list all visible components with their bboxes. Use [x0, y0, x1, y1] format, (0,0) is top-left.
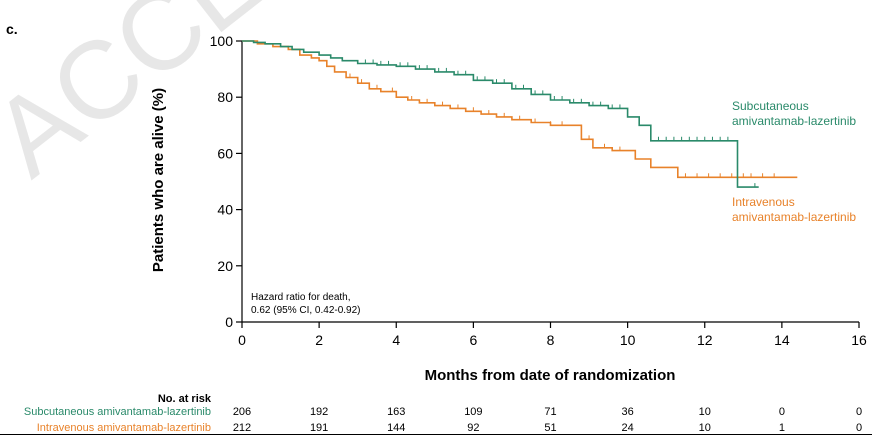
risk-value: 92 [467, 422, 479, 434]
risk-value: 0 [779, 406, 785, 418]
risk-value: 51 [544, 422, 556, 434]
x-tick-label: 16 [851, 332, 867, 348]
panel-label: c. [6, 21, 18, 37]
x-tick-label: 0 [238, 332, 246, 348]
legend-intravenous-line1: Intravenous [732, 195, 795, 209]
y-tick-label: 100 [210, 33, 234, 49]
hazard-ratio-line2: 0.62 (95% CI, 0.42-0.92) [251, 305, 361, 316]
risk-value: 10 [699, 422, 711, 434]
risk-row-label-intravenous: Intravenous amivantamab-lazertinib [37, 422, 211, 434]
risk-value: 109 [464, 406, 482, 418]
risk-value: 0 [856, 422, 862, 434]
x-axis: 0 2 4 6 8 10 12 14 16 [238, 321, 867, 348]
risk-table-header: No. at risk [158, 393, 212, 405]
legend-subcutaneous-line2: amivantamab-lazertinib [732, 114, 856, 128]
y-tick-label: 20 [217, 258, 233, 274]
risk-value: 24 [622, 422, 634, 434]
x-tick-label: 4 [392, 332, 400, 348]
x-tick-label: 6 [469, 332, 477, 348]
y-tick-label: 60 [217, 145, 233, 161]
y-tick-label: 0 [225, 314, 233, 330]
risk-value: 10 [699, 406, 711, 418]
x-axis-title: Months from date of randomization [425, 367, 676, 384]
x-tick-label: 12 [697, 332, 713, 348]
risk-value: 206 [233, 406, 251, 418]
watermark: ACCEPTED [0, 0, 518, 199]
risk-value: 212 [233, 422, 251, 434]
annotation: Hazard ratio for death, 0.62 (95% CI, 0.… [251, 292, 361, 316]
risk-value: 0 [856, 406, 862, 418]
risk-value: 192 [310, 406, 328, 418]
x-tick-label: 8 [547, 332, 555, 348]
legend-intravenous-line2: amivantamab-lazertinib [732, 210, 856, 224]
y-tick-label: 40 [217, 202, 233, 218]
hazard-ratio-line1: Hazard ratio for death, [251, 292, 351, 303]
risk-value: 71 [544, 406, 556, 418]
risk-value: 191 [310, 422, 328, 434]
risk-table: No. at risk Subcutaneous amivantamab-laz… [0, 393, 872, 435]
series-line-intravenous [242, 40, 798, 179]
y-axis: 0 20 40 60 80 100 [210, 33, 243, 330]
y-tick-label: 80 [217, 89, 233, 105]
x-tick-label: 2 [315, 332, 323, 348]
legend-subcutaneous-line1: Subcutaneous [732, 99, 809, 113]
legend: Subcutaneous amivantamab-lazertinib Intr… [732, 99, 856, 224]
risk-value: 1 [779, 422, 785, 434]
risk-row-label-subcutaneous: Subcutaneous amivantamab-lazertinib [24, 406, 211, 418]
series-line-subcutaneous [242, 40, 759, 188]
y-axis-title: Patients who are alive (%) [150, 88, 167, 272]
risk-value: 144 [387, 422, 405, 434]
x-tick-label: 14 [774, 332, 790, 348]
risk-value: 36 [622, 406, 634, 418]
series-layer [242, 40, 798, 188]
risk-value: 163 [387, 406, 405, 418]
x-tick-label: 10 [620, 332, 636, 348]
